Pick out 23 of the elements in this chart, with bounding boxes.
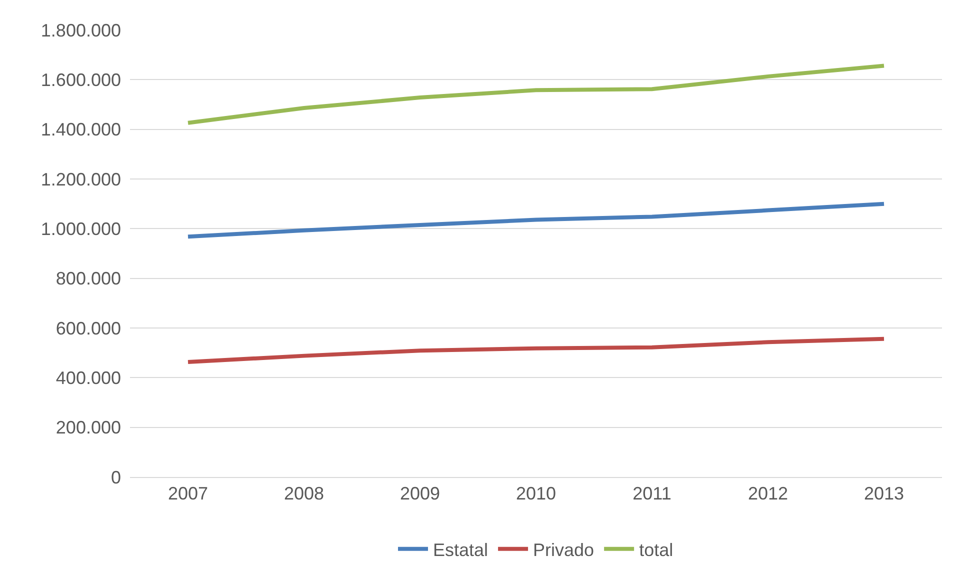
line-series <box>186 64 886 125</box>
x-tick-label: 2009 <box>400 484 440 504</box>
y-tick-label: 1.400.000 <box>40 120 121 140</box>
line-series <box>186 202 886 239</box>
y-tick-label: 1.600.000 <box>40 70 121 90</box>
x-tick-label: 2007 <box>168 484 208 504</box>
y-tick-label: 1.200.000 <box>40 169 121 190</box>
y-tick-label: 200.000 <box>56 418 121 438</box>
x-tick-label: 2013 <box>864 484 904 504</box>
line-series <box>186 336 886 364</box>
legend-label: total <box>639 540 674 560</box>
x-tick-label: 2010 <box>516 484 556 504</box>
legend-label: Privado <box>533 540 594 560</box>
y-tick-label: 0 <box>110 467 121 488</box>
y-tick-label: 600.000 <box>56 318 121 338</box>
y-tick-label: 1.800.000 <box>40 20 121 40</box>
y-tick-label: 1.000.000 <box>40 218 121 239</box>
y-tick-label: 800.000 <box>56 268 121 289</box>
x-tick-label: 2011 <box>632 484 672 504</box>
x-tick-label: 2012 <box>748 484 788 504</box>
legend-label: Estatal <box>433 540 488 560</box>
y-tick-label: 400.000 <box>56 368 121 388</box>
x-tick-label: 2008 <box>284 484 324 504</box>
